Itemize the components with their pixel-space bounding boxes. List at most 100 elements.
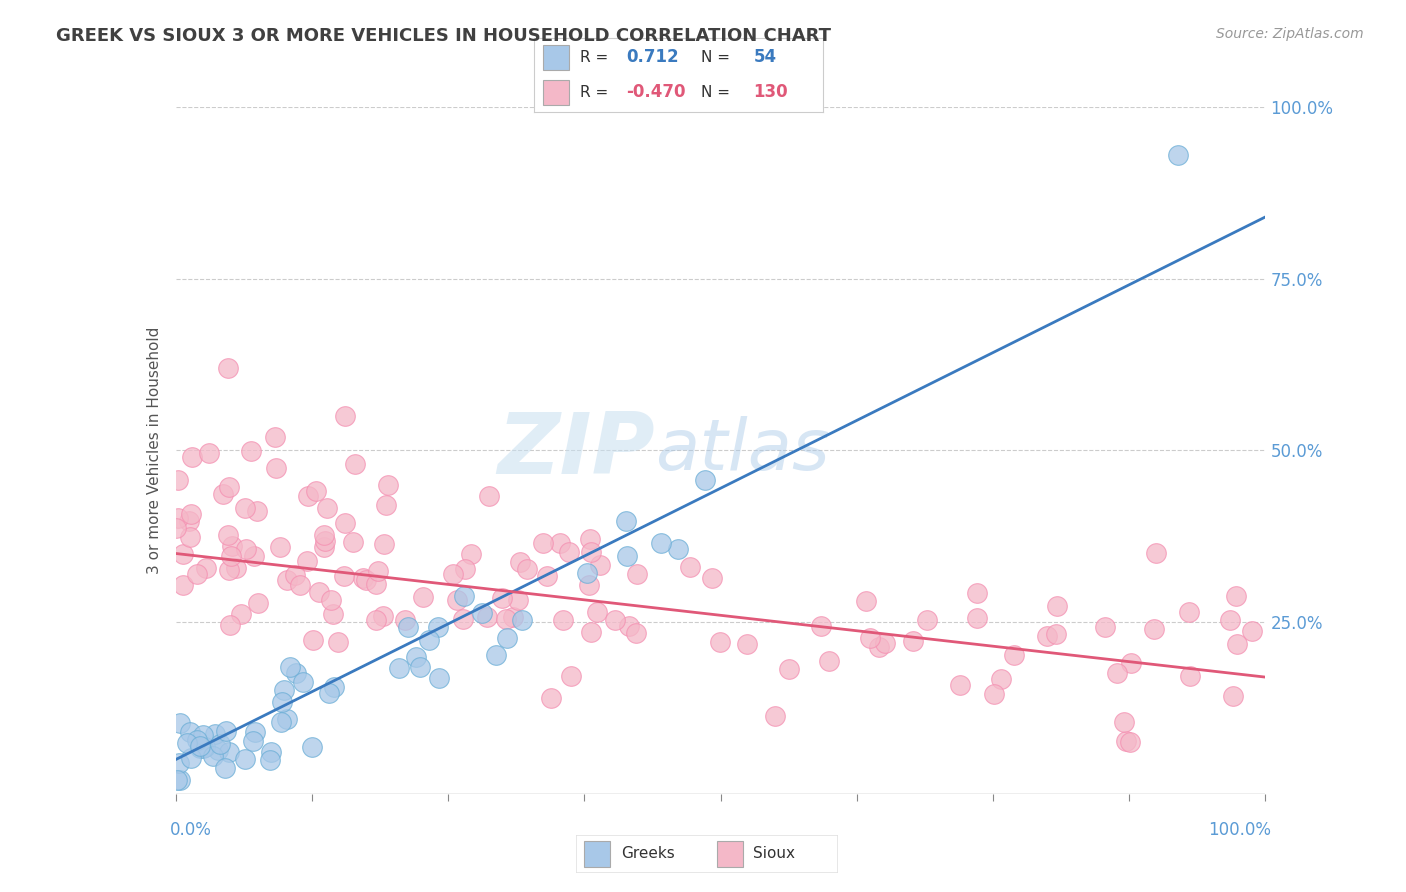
Point xyxy=(284,665,307,680)
Point xyxy=(181,450,204,465)
Point xyxy=(1119,735,1142,749)
Point xyxy=(990,672,1012,686)
Point xyxy=(1114,715,1136,730)
Point xyxy=(605,613,627,627)
Point xyxy=(292,674,315,689)
Point xyxy=(915,613,938,627)
Point xyxy=(536,569,558,583)
Point xyxy=(491,591,513,605)
Point xyxy=(269,541,291,555)
Point xyxy=(1115,734,1137,748)
Text: ZIP: ZIP xyxy=(498,409,655,492)
Point xyxy=(169,756,191,771)
Point xyxy=(650,536,672,550)
Point xyxy=(288,577,311,591)
Point xyxy=(367,564,389,578)
Point xyxy=(1178,669,1201,683)
Point xyxy=(453,589,475,603)
Point xyxy=(352,571,374,585)
Point xyxy=(242,734,264,748)
Point xyxy=(201,749,224,764)
Point xyxy=(322,680,344,694)
Point xyxy=(558,545,581,559)
Point xyxy=(322,607,344,621)
Point xyxy=(579,545,602,559)
Point xyxy=(388,661,411,675)
Point xyxy=(427,672,450,686)
Point xyxy=(1178,605,1201,619)
Point xyxy=(219,549,242,564)
Point xyxy=(166,473,188,487)
Point xyxy=(868,640,890,654)
Point xyxy=(478,489,501,503)
Point xyxy=(875,636,897,650)
Point xyxy=(1036,629,1059,643)
Point xyxy=(735,637,758,651)
Point xyxy=(342,535,364,549)
Point xyxy=(516,562,538,576)
Bar xyxy=(585,840,610,867)
Point xyxy=(531,536,554,550)
Point xyxy=(364,576,387,591)
Point xyxy=(204,727,226,741)
Point xyxy=(700,571,723,585)
Point xyxy=(901,633,924,648)
Point xyxy=(319,593,342,607)
Point xyxy=(217,528,239,542)
Point xyxy=(243,549,266,564)
Text: Greeks: Greeks xyxy=(620,847,675,861)
Point xyxy=(578,578,600,592)
Point xyxy=(235,542,257,557)
Point xyxy=(240,444,263,458)
Point xyxy=(441,566,464,581)
Text: 130: 130 xyxy=(754,84,787,102)
Point xyxy=(308,584,330,599)
Point xyxy=(510,614,533,628)
Point xyxy=(270,714,292,729)
Point xyxy=(485,648,508,663)
Text: R =: R = xyxy=(581,50,609,65)
Point xyxy=(418,632,440,647)
Point xyxy=(475,610,498,624)
Point xyxy=(214,761,236,775)
Point xyxy=(259,754,281,768)
Text: -0.470: -0.470 xyxy=(627,84,686,102)
Point xyxy=(426,619,449,633)
Point xyxy=(186,567,208,582)
Point xyxy=(859,631,882,645)
Point xyxy=(695,473,717,487)
Point xyxy=(273,682,295,697)
Point xyxy=(276,574,298,588)
Point xyxy=(263,430,285,444)
Text: atlas: atlas xyxy=(655,416,830,485)
Point xyxy=(579,625,602,640)
Bar xyxy=(543,80,569,105)
Point xyxy=(983,687,1005,701)
Point xyxy=(218,618,240,632)
Point xyxy=(328,634,350,648)
Point xyxy=(260,745,283,759)
Point xyxy=(1241,624,1264,639)
Point xyxy=(278,660,301,674)
Point xyxy=(297,489,319,503)
Point xyxy=(454,562,477,576)
Point xyxy=(1045,626,1067,640)
Point xyxy=(1143,622,1166,636)
Point xyxy=(344,457,367,471)
Point xyxy=(188,741,211,756)
Point xyxy=(177,514,200,528)
Point xyxy=(575,566,598,580)
Point xyxy=(709,634,731,648)
Point xyxy=(1167,148,1189,162)
Point xyxy=(354,574,377,588)
Point xyxy=(578,532,600,546)
Point xyxy=(375,499,398,513)
Point xyxy=(405,650,427,665)
Text: R =: R = xyxy=(581,85,609,100)
Point xyxy=(810,619,832,633)
Point xyxy=(235,501,257,516)
Point xyxy=(614,515,637,529)
Point xyxy=(176,736,198,750)
Text: 0.712: 0.712 xyxy=(627,48,679,66)
Point xyxy=(540,691,562,706)
